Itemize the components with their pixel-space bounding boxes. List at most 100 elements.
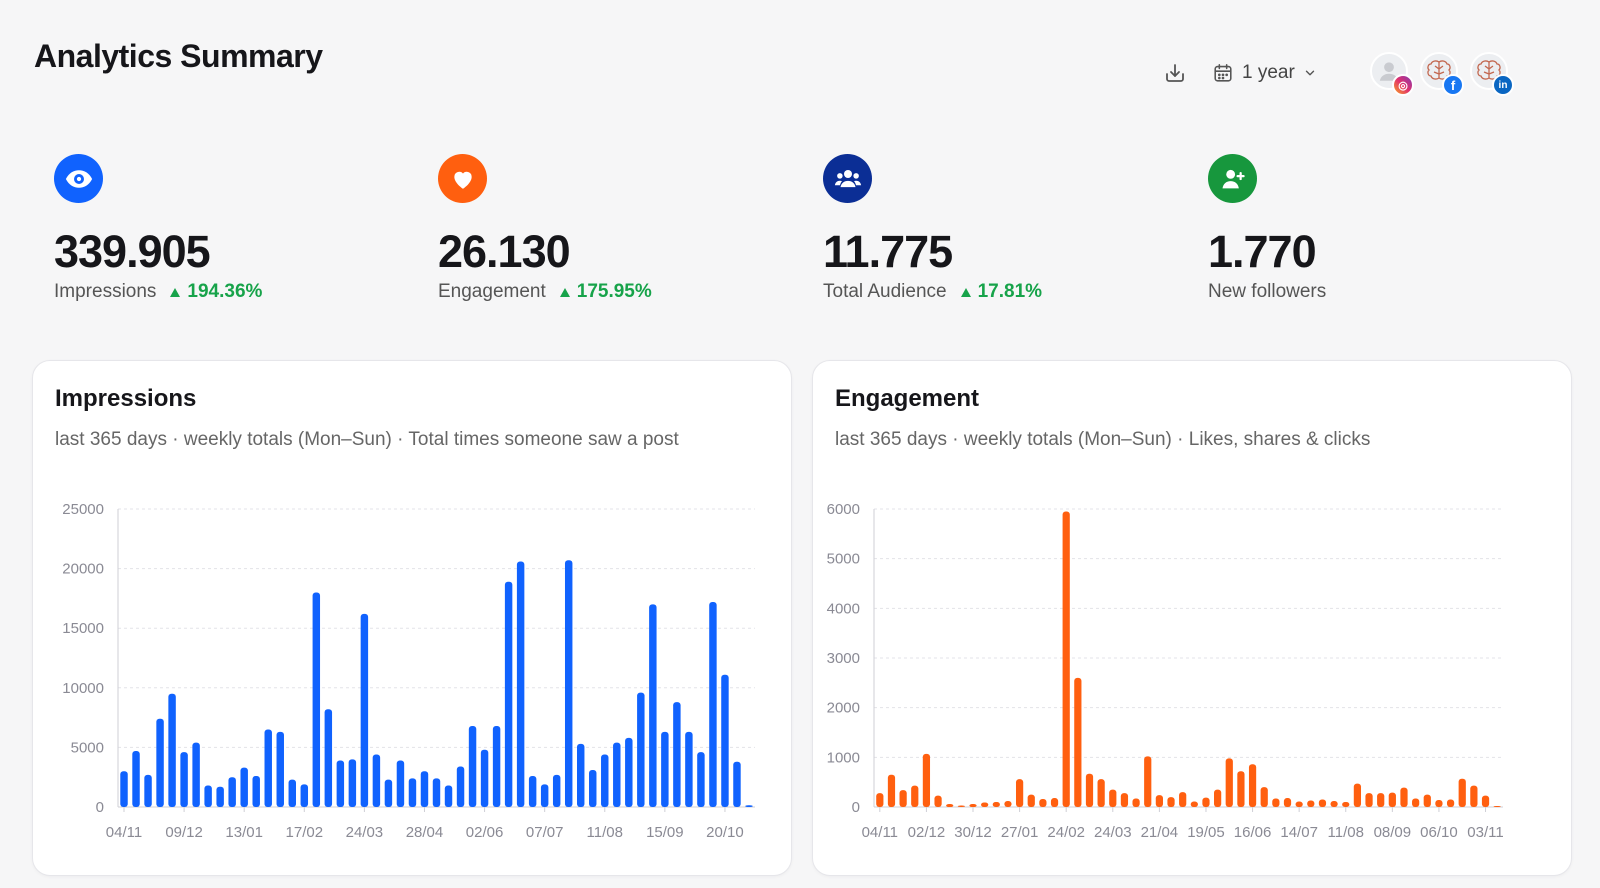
bar[interactable] [1097, 779, 1105, 807]
bar[interactable] [934, 795, 942, 807]
bar[interactable] [540, 784, 549, 807]
facebook-account-avatar[interactable]: f [1420, 52, 1464, 96]
bar[interactable] [1120, 793, 1129, 807]
bar[interactable] [1062, 511, 1070, 807]
bar[interactable] [1237, 771, 1245, 807]
bar[interactable] [1470, 785, 1478, 807]
bar[interactable] [192, 742, 200, 807]
bar[interactable] [432, 778, 441, 807]
bar[interactable] [1295, 801, 1303, 807]
bar[interactable] [132, 750, 140, 807]
bar[interactable] [240, 767, 248, 807]
bar[interactable] [552, 774, 561, 807]
bar[interactable] [336, 760, 345, 807]
bar[interactable] [1283, 798, 1292, 807]
bar[interactable] [372, 754, 381, 807]
bar[interactable] [876, 793, 884, 807]
bar[interactable] [1458, 778, 1466, 807]
bar[interactable] [637, 692, 645, 807]
bar[interactable] [1248, 764, 1257, 807]
bar[interactable] [276, 731, 284, 807]
bar[interactable] [946, 804, 954, 807]
bar[interactable] [1423, 794, 1431, 807]
bar[interactable] [1109, 789, 1117, 807]
bar[interactable] [1027, 794, 1035, 807]
bar[interactable] [1004, 801, 1012, 807]
bar[interactable] [360, 613, 369, 807]
bar[interactable] [468, 725, 477, 807]
bar[interactable] [444, 785, 453, 807]
bar[interactable] [697, 752, 705, 807]
bar[interactable] [1342, 802, 1350, 807]
bar[interactable] [528, 776, 537, 807]
bar[interactable] [661, 731, 669, 807]
bar[interactable] [1412, 798, 1420, 807]
bar[interactable] [396, 760, 405, 807]
bar[interactable] [384, 779, 393, 807]
bar[interactable] [1307, 800, 1315, 807]
bar[interactable] [673, 702, 681, 807]
bar[interactable] [1039, 799, 1047, 807]
bar[interactable] [204, 785, 212, 807]
bar[interactable] [733, 761, 741, 807]
bar[interactable] [420, 771, 429, 807]
bar[interactable] [1074, 677, 1082, 807]
bar[interactable] [589, 770, 597, 807]
bar[interactable] [1493, 806, 1501, 807]
bar[interactable] [1481, 795, 1490, 807]
bar[interactable] [601, 754, 609, 807]
bar[interactable] [264, 729, 272, 807]
bar[interactable] [1050, 798, 1059, 807]
bar[interactable] [480, 749, 489, 807]
bar[interactable] [1353, 783, 1362, 807]
bar[interactable] [992, 802, 1000, 807]
bar[interactable] [1365, 793, 1373, 807]
bar[interactable] [1330, 801, 1338, 807]
download-button[interactable] [1160, 58, 1190, 88]
bar[interactable] [957, 805, 965, 807]
bar[interactable] [577, 743, 585, 807]
date-range-select[interactable]: 1 year [1212, 62, 1317, 84]
bar[interactable] [745, 805, 753, 807]
bar[interactable] [625, 737, 633, 807]
bar[interactable] [981, 802, 989, 807]
bar[interactable] [685, 731, 693, 807]
bar[interactable] [1318, 799, 1327, 807]
bar[interactable] [300, 784, 309, 807]
bar[interactable] [1179, 792, 1187, 807]
bar[interactable] [1260, 787, 1268, 807]
bar[interactable] [1400, 787, 1408, 807]
bar[interactable] [1155, 795, 1163, 807]
bar[interactable] [1132, 798, 1140, 807]
bar[interactable] [1446, 799, 1455, 807]
bar[interactable] [252, 776, 260, 807]
bar[interactable] [324, 709, 333, 807]
bar[interactable] [168, 693, 176, 807]
bar[interactable] [899, 790, 907, 807]
linkedin-account-avatar[interactable]: in [1470, 52, 1514, 96]
bar[interactable] [1388, 792, 1396, 807]
bar[interactable] [887, 774, 896, 807]
bar[interactable] [649, 604, 657, 807]
bar[interactable] [180, 752, 188, 807]
bar[interactable] [922, 753, 931, 807]
bar[interactable] [348, 759, 357, 807]
bar[interactable] [1144, 756, 1152, 807]
bar[interactable] [1085, 773, 1094, 807]
bar[interactable] [613, 742, 621, 807]
bar[interactable] [1225, 758, 1233, 807]
bar[interactable] [504, 581, 513, 807]
bar[interactable] [516, 561, 525, 807]
bar[interactable] [969, 804, 977, 807]
instagram-account-avatar[interactable]: ◎ [1370, 52, 1414, 96]
bar[interactable] [1202, 797, 1210, 807]
bar[interactable] [1377, 793, 1385, 807]
bar[interactable] [144, 774, 152, 807]
bar[interactable] [228, 777, 236, 807]
bar[interactable] [1167, 797, 1175, 807]
bar[interactable] [1272, 798, 1280, 807]
bar[interactable] [492, 725, 501, 807]
bar[interactable] [408, 778, 417, 807]
bar[interactable] [216, 786, 224, 807]
bar[interactable] [1190, 801, 1198, 807]
